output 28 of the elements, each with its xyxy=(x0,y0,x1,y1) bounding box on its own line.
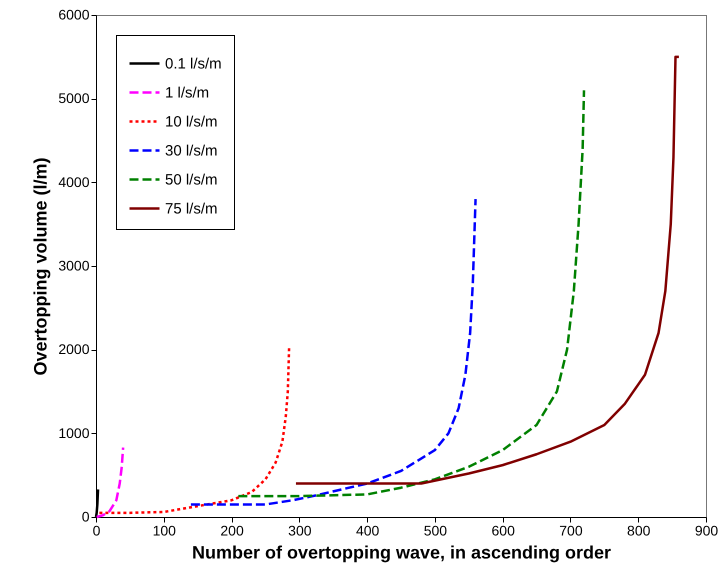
line-series xyxy=(294,56,680,485)
y-tick-label: 3000 xyxy=(58,258,90,274)
x-tick-label: 200 xyxy=(220,522,244,538)
x-tick-label: 800 xyxy=(627,522,651,538)
legend-label: 10 l/s/m xyxy=(165,114,218,130)
line-series xyxy=(237,89,586,498)
line-series xyxy=(95,446,124,518)
legend-label: 0.1 l/s/m xyxy=(165,56,222,72)
x-tick-label: 300 xyxy=(288,522,312,538)
y-tick-label: 1000 xyxy=(58,424,90,441)
legend-label: 1 l/s/m xyxy=(165,84,210,102)
y-tick-label: 5000 xyxy=(58,90,90,106)
y-tick-label: 0 xyxy=(82,508,90,524)
x-tick-label: 0 xyxy=(92,522,101,538)
x-tick-label: 900 xyxy=(694,522,718,538)
x-tick-label: 500 xyxy=(424,522,448,538)
y-tick-label: 4000 xyxy=(58,174,90,190)
x-axis-title: Number of overtopping wave, in ascending order xyxy=(192,542,612,562)
y-tick-label: 2000 xyxy=(58,341,90,358)
x-tick-label: 600 xyxy=(491,522,516,538)
legend-label: 75 l/s/m xyxy=(165,200,218,218)
x-tick-label: 400 xyxy=(356,522,380,538)
y-tick-label: 6000 xyxy=(58,6,90,22)
x-tick-label: 700 xyxy=(559,522,583,538)
legend-label: 30 l/s/m xyxy=(165,142,218,160)
y-axis-title: Overtopping volume (l/m) xyxy=(30,157,50,376)
legend-label: 50 l/s/m xyxy=(165,172,218,188)
x-tick-label: 100 xyxy=(152,522,176,538)
